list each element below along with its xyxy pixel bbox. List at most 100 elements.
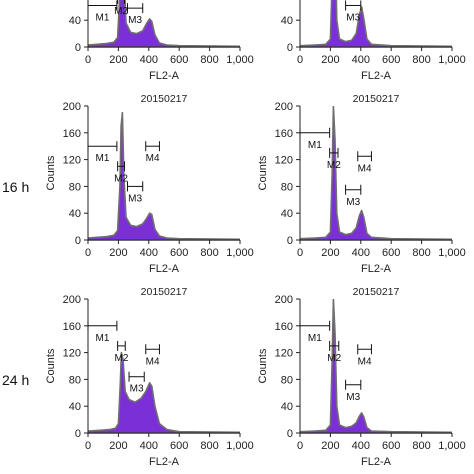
gate-marker: M3 [127,3,144,26]
histogram-area [300,106,452,241]
gate-label: M3 [346,197,360,208]
row-labels: 16 h 24 h [2,179,29,388]
y-tick-label: 0 [75,428,81,440]
x-tick-label: 200 [109,247,127,259]
x-tick-label: 200 [109,54,127,66]
y-axis-label: Counts [45,348,57,383]
y-tick-label: 40 [281,208,293,220]
x-tick-label: 800 [200,440,218,452]
gate-marker: M1 [299,127,331,151]
x-axis-label: FL2-A [361,70,392,82]
gate-label: M1 [95,12,109,23]
x-axis-label: FL2-A [361,456,392,468]
panel-title: 20150217 [141,93,188,105]
panel-title: 20150217 [353,93,400,105]
gate-label: M2 [114,6,128,17]
x-tick-label: 400 [140,54,158,66]
gate-marker: M1 [87,320,118,344]
x-tick-label: 1,000 [438,440,466,452]
x-tick-label: 200 [321,247,339,259]
y-tick-label: 120 [63,348,81,360]
x-tick-label: 600 [382,440,400,452]
x-tick-label: 1,000 [438,247,466,259]
gate-marker: M3 [128,371,145,395]
row-label: 16 h [2,179,29,195]
x-tick-label: 0 [297,440,303,452]
gate-label: M1 [308,140,322,151]
x-axis-label: FL2-A [149,70,180,82]
gate-marker: M2 [114,340,129,364]
x-tick-label: 800 [412,440,430,452]
gate-marker: M4 [357,344,372,367]
y-axis-label: Counts [257,348,269,383]
gate-label: M3 [346,392,360,403]
y-tick-label: 160 [275,128,293,140]
x-tick-label: 1,000 [438,54,466,66]
x-tick-label: 600 [170,440,188,452]
gate-marker: M1 [87,0,118,23]
x-tick-label: 800 [412,54,430,66]
histogram-panel: 20150217 0 200 400 600 800 1,000 0 40 80 120 160 200… [45,286,254,468]
histogram-area [88,111,240,241]
gate-marker: M3 [127,181,144,204]
panel-title: 20150217 [353,286,400,298]
gate-marker: M2 [114,161,128,184]
y-tick-label: 80 [281,181,293,193]
x-tick-label: 200 [321,54,339,66]
gate-label: M2 [114,353,128,364]
y-tick-label: 120 [275,348,293,360]
gate-marker: M2 [327,147,341,171]
y-tick-label: 200 [63,294,81,306]
x-tick-label: 0 [85,247,91,259]
histogram-panel: 0 200 400 600 800 1,000 0 40 FL2-A M3 [281,0,466,82]
gate-label: M1 [95,333,109,344]
y-tick-label: 0 [287,235,293,247]
gate-label: M3 [130,384,144,395]
x-tick-label: 600 [170,54,188,66]
y-tick-label: 200 [275,294,293,306]
gate-label: M1 [308,333,322,344]
x-tick-label: 800 [200,247,218,259]
gate-marker: M2 [327,340,342,364]
gate-label: M2 [327,160,341,171]
histogram-area [300,299,452,434]
y-tick-label: 80 [69,181,81,193]
gate-label: M4 [146,356,160,367]
x-tick-label: 0 [85,440,91,452]
x-tick-label: 1,000 [226,440,254,452]
x-tick-label: 0 [297,247,303,259]
gate-marker: M2 [114,0,128,17]
y-tick-label: 40 [281,15,293,27]
x-tick-label: 400 [140,247,158,259]
x-tick-label: 800 [200,54,218,66]
y-tick-label: 0 [287,428,293,440]
gate-label: M2 [327,353,341,364]
y-tick-label: 40 [69,401,81,413]
gate-label: M4 [358,356,372,367]
x-axis-label: FL2-A [149,263,180,275]
x-tick-label: 800 [412,247,430,259]
x-tick-label: 400 [352,440,370,452]
histogram-area [300,0,452,48]
y-tick-label: 0 [75,235,81,247]
y-tick-label: 200 [275,101,293,113]
x-tick-label: 400 [352,54,370,66]
y-tick-label: 120 [63,155,81,167]
gate-marker: M4 [145,141,160,164]
gate-label: M2 [114,173,128,184]
y-tick-label: 160 [63,128,81,140]
x-tick-label: 0 [85,54,91,66]
gate-label: M1 [95,153,109,164]
y-tick-label: 0 [75,42,81,54]
y-tick-label: 40 [69,208,81,220]
x-tick-label: 1,000 [226,54,254,66]
y-tick-label: 40 [281,401,293,413]
y-axis-label: Counts [45,155,57,190]
histogram-area [88,351,240,434]
gate-marker: M3 [345,379,362,403]
y-tick-label: 80 [281,374,293,386]
gate-marker: M4 [145,344,160,367]
y-axis-label: Counts [257,155,269,190]
